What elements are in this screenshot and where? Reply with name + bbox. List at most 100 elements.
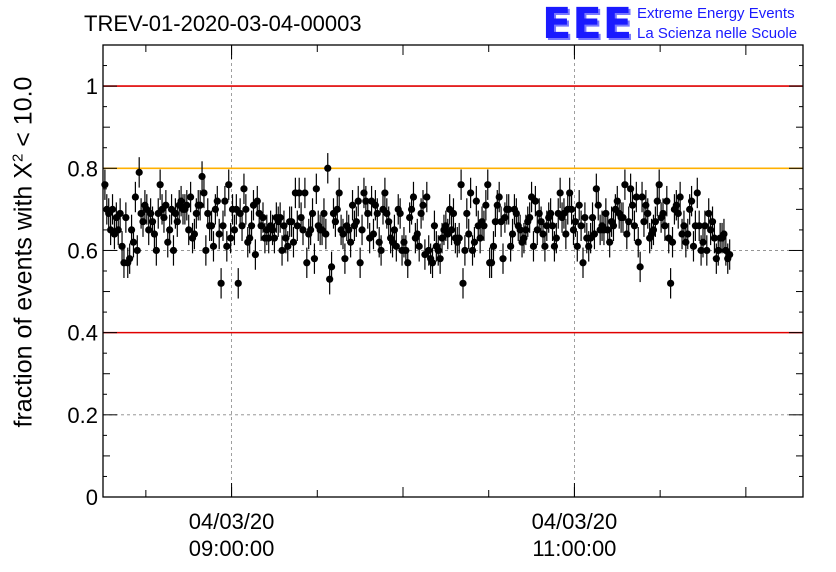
data-point — [682, 238, 690, 246]
data-point — [668, 238, 677, 246]
data-point — [156, 181, 164, 189]
data-point — [577, 222, 585, 230]
data-point — [289, 238, 298, 246]
data-point — [230, 226, 239, 234]
data-point — [425, 246, 433, 255]
data-point — [320, 209, 328, 218]
data-point — [567, 205, 576, 213]
data-point — [590, 230, 599, 238]
data-point — [539, 230, 547, 238]
data-point — [326, 275, 334, 283]
data-point — [621, 181, 629, 189]
data-point — [402, 246, 410, 255]
data-point — [409, 193, 418, 201]
data-point — [699, 238, 707, 246]
data-point — [238, 222, 246, 230]
eee-logo: EEE Extreme Energy Events La Scienza nel… — [542, 0, 832, 48]
data-point — [649, 226, 658, 234]
data-point — [335, 189, 343, 197]
data-point — [247, 222, 256, 230]
data-point — [562, 230, 570, 238]
data-point — [449, 209, 458, 218]
x-tick-time-label: 09:00:00 — [189, 536, 275, 561]
data-point — [674, 209, 682, 218]
data-point — [573, 242, 581, 250]
y-tick-label: 0.8 — [67, 156, 98, 181]
data-point — [312, 185, 320, 193]
data-point — [651, 218, 659, 226]
data-point — [505, 205, 513, 213]
data-point — [301, 189, 309, 197]
axis-ticks — [103, 45, 803, 498]
y-tick-label: 0.4 — [67, 321, 98, 346]
x-tick-time-label: 11:00:00 — [532, 536, 616, 561]
plot-frame — [102, 44, 804, 498]
data-point — [348, 201, 357, 209]
y-axis-label-suffix: < 10.0 — [9, 76, 38, 154]
data-point — [484, 181, 492, 189]
data-point — [322, 230, 330, 238]
data-point — [225, 181, 233, 189]
data-point — [547, 209, 555, 218]
y-axis-label-prefix: fraction of events with — [9, 178, 38, 428]
data-point — [223, 242, 231, 250]
data-point — [428, 259, 437, 267]
data-point — [476, 234, 484, 242]
logo-line-1: Extreme Energy Events — [637, 5, 795, 22]
data-point — [640, 218, 648, 226]
data-point — [602, 209, 610, 218]
data-point — [211, 205, 219, 213]
data-point — [307, 226, 315, 234]
y-tick-label: 0 — [86, 485, 98, 510]
data-point — [482, 201, 490, 209]
data-point — [308, 209, 317, 218]
y-axis-label-sup: 2 — [9, 153, 27, 163]
data-point — [550, 242, 559, 250]
data-point — [655, 181, 663, 189]
data-point — [465, 230, 473, 238]
data-point — [162, 201, 170, 209]
data-point — [227, 234, 235, 242]
data-point — [636, 263, 644, 271]
data-point — [217, 279, 225, 287]
data-point — [653, 197, 661, 205]
data-point — [667, 279, 675, 287]
data-point — [293, 222, 301, 230]
data-point — [695, 222, 703, 230]
data-point — [404, 259, 412, 267]
data-point — [392, 242, 400, 250]
data-point — [127, 226, 136, 234]
data-point — [581, 213, 589, 222]
data-point — [644, 209, 652, 218]
data-point — [240, 185, 248, 193]
data-point — [276, 213, 284, 222]
data-point — [310, 255, 319, 263]
data-point — [463, 209, 471, 218]
data-point — [627, 185, 635, 193]
data-point — [501, 213, 509, 222]
data-point — [522, 226, 530, 234]
data-point — [628, 201, 637, 209]
data-point — [526, 213, 534, 222]
data-point — [705, 209, 713, 218]
data-point — [423, 193, 431, 201]
data-point — [278, 246, 286, 255]
data-point — [455, 234, 463, 242]
data-point — [160, 213, 168, 222]
data-point — [341, 255, 349, 263]
data-point — [400, 238, 408, 246]
data-point — [714, 246, 722, 255]
data-point — [470, 238, 479, 246]
data-point — [303, 259, 311, 267]
data-point — [556, 189, 564, 197]
data-point — [680, 222, 688, 230]
data-point — [299, 226, 307, 234]
data-point — [592, 185, 600, 193]
data-point — [663, 197, 671, 205]
data-point — [693, 189, 701, 197]
data-point — [202, 246, 210, 255]
x-tick-date-label: 04/03/20 — [189, 509, 275, 534]
data-point — [219, 222, 227, 230]
data-point — [284, 242, 292, 250]
data-point — [686, 205, 694, 213]
